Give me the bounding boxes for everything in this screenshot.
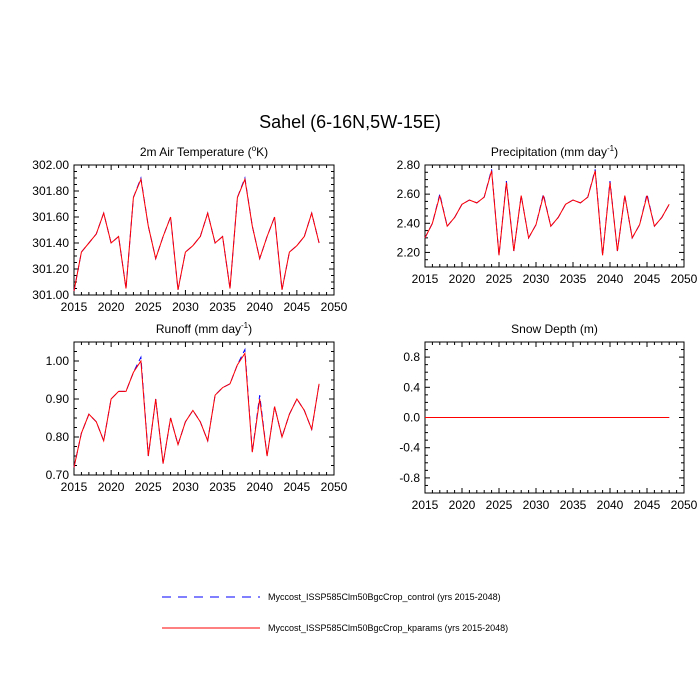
precipitation-xtick-label: 2035 xyxy=(560,272,587,286)
air-temperature-ytick-label: 301.80 xyxy=(32,184,69,198)
air-temperature-frame xyxy=(73,164,335,296)
air-temperature-ytick-label: 301.20 xyxy=(32,262,69,276)
runoff-frame xyxy=(73,341,335,476)
air-temperature-xtick-label: 2035 xyxy=(209,300,236,314)
runoff-series-kparams xyxy=(73,351,320,468)
snow-depth-ytick-label: -0.8 xyxy=(399,471,420,485)
figure-title: Sahel (6-16N,5W-15E) xyxy=(259,112,441,132)
snow-depth-xtick-label: 2045 xyxy=(634,498,661,512)
air-temperature-ytick-label: 301.00 xyxy=(32,288,69,302)
precipitation-ytick-label: 2.20 xyxy=(397,245,421,259)
air-temperature-series-kparams xyxy=(73,177,320,292)
air-temperature-xtick-label: 2045 xyxy=(284,300,311,314)
precipitation-xtick-label: 2045 xyxy=(634,272,661,286)
runoff-xtick-label: 2040 xyxy=(246,480,273,494)
snow-depth-xtick-label: 2050 xyxy=(671,498,698,512)
chart-panels: 2m Air Temperature (oK) 2015 2020 2025 2030 2… xyxy=(32,144,697,512)
legend-label-kparams: Myccost_ISSP585Clm50BgcCrop_kparams (yrs… xyxy=(268,623,508,633)
snow-depth-panel: Snow Depth (m) 2015 2020 2025 2030 2035 2040 20… xyxy=(399,322,697,512)
precipitation-xtick-label: 2020 xyxy=(449,272,476,286)
snow-depth-title: Snow Depth (m) xyxy=(511,322,598,336)
precipitation-title: Precipitation (mm day-1) xyxy=(491,144,618,159)
air-temperature-ytick-label: 301.40 xyxy=(32,236,69,250)
precipitation-ytick-label: 2.40 xyxy=(397,216,421,230)
snow-depth-ytick-label: 0.0 xyxy=(403,411,420,425)
runoff-xtick-label: 2030 xyxy=(172,480,199,494)
runoff-xtick-label: 2050 xyxy=(321,480,348,494)
runoff-xtick-label: 2035 xyxy=(209,480,236,494)
runoff-xtick-label: 2045 xyxy=(284,480,311,494)
air-temperature-ytick-label: 302.00 xyxy=(32,158,69,172)
runoff-series-control xyxy=(73,347,320,468)
snow-depth-xtick-label: 2035 xyxy=(560,498,587,512)
air-temperature-title: 2m Air Temperature (oK) xyxy=(140,144,268,159)
snow-depth-xtick-label: 2020 xyxy=(449,498,476,512)
precipitation-xtick-label: 2030 xyxy=(523,272,550,286)
runoff-ytick-label: 0.80 xyxy=(46,430,70,444)
air-temperature-xtick-label: 2025 xyxy=(135,300,162,314)
snow-depth-xtick-label: 2015 xyxy=(412,498,439,512)
air-temperature-xtick-label: 2030 xyxy=(172,300,199,314)
air-temperature-ytick-label: 301.60 xyxy=(32,210,69,224)
runoff-xtick-label: 2020 xyxy=(98,480,125,494)
runoff-ytick-label: 0.70 xyxy=(46,468,70,482)
precipitation-xtick-label: 2015 xyxy=(412,272,439,286)
precipitation-xtick-label: 2040 xyxy=(597,272,624,286)
runoff-ytick-label: 0.90 xyxy=(46,392,70,406)
air-temperature-series-control xyxy=(73,176,320,292)
snow-depth-xtick-label: 2030 xyxy=(523,498,550,512)
precipitation-panel: Precipitation (mm day-1) 2015 2020 2025 2030… xyxy=(397,144,698,286)
legend: Myccost_ISSP585Clm50BgcCrop_control (yrs… xyxy=(162,592,508,633)
runoff-ytick-label: 1.00 xyxy=(46,354,70,368)
precipitation-ytick-label: 2.60 xyxy=(397,187,421,201)
air-temperature-xtick-label: 2015 xyxy=(61,300,88,314)
snow-depth-xtick-label: 2025 xyxy=(486,498,513,512)
runoff-xtick-label: 2025 xyxy=(135,480,162,494)
snow-depth-ytick-label: -0.4 xyxy=(399,441,420,455)
precipitation-xtick-label: 2025 xyxy=(486,272,513,286)
precipitation-ytick-label: 2.80 xyxy=(397,158,421,172)
air-temperature-xtick-label: 2050 xyxy=(321,300,348,314)
snow-depth-ytick-label: 0.4 xyxy=(403,380,420,394)
air-temperature-panel: 2m Air Temperature (oK) 2015 2020 2025 2030 2… xyxy=(32,144,347,314)
air-temperature-xtick-label: 2040 xyxy=(246,300,273,314)
snow-depth-xtick-label: 2040 xyxy=(597,498,624,512)
air-temperature-xtick-label: 2020 xyxy=(98,300,125,314)
legend-label-control: Myccost_ISSP585Clm50BgcCrop_control (yrs… xyxy=(268,592,501,602)
runoff-xtick-label: 2015 xyxy=(61,480,88,494)
precipitation-xtick-label: 2050 xyxy=(671,272,698,286)
precipitation-frame xyxy=(424,164,685,268)
runoff-title: Runoff (mm day-1) xyxy=(156,321,252,336)
precipitation-series-kparams xyxy=(424,170,670,256)
runoff-panel: Runoff (mm day-1) 2015 2020 2025 2030 2035 204… xyxy=(46,321,348,494)
snow-depth-ytick-label: 0.8 xyxy=(403,350,420,364)
